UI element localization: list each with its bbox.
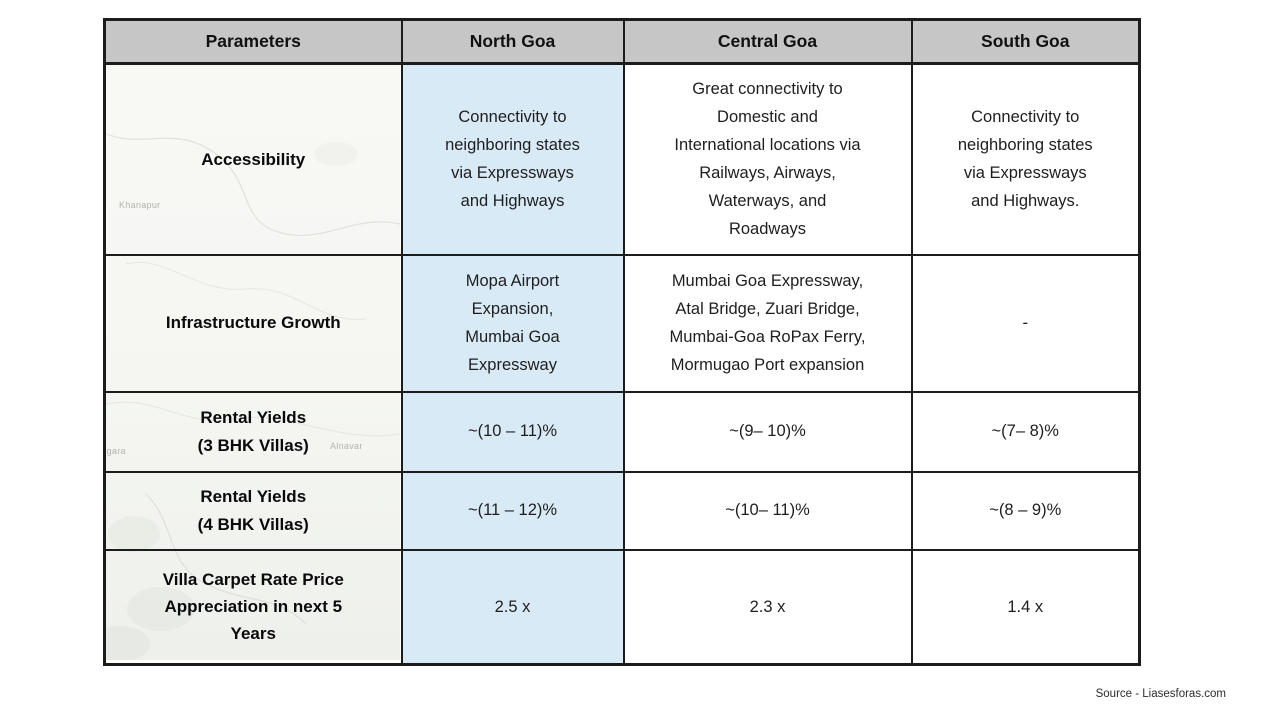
column-header-north-goa: North Goa — [400, 18, 625, 65]
table-row-accessibility: Accessibility Connectivity to neighborin… — [103, 62, 1141, 256]
table-row-rental-yields-3bhk: Rental Yields (3 BHK Villas) ~(10 – 11)%… — [103, 390, 1141, 473]
comparison-table: Khanapur nagara Alnavar Parameters North… — [103, 18, 1141, 666]
table-row-rental-yields-4bhk: Rental Yields (4 BHK Villas) ~(11 – 12)%… — [103, 470, 1141, 551]
cell-rental-4bhk-north-goa: ~(11 – 12)% — [400, 470, 625, 551]
cell-rental-3bhk-north-goa: ~(10 – 11)% — [400, 390, 625, 473]
cell-villa-appreciation-north-goa: 2.5 x — [400, 548, 625, 666]
cell-infrastructure-south-goa: - — [910, 253, 1141, 393]
cell-infrastructure-north-goa: Mopa Airport Expansion, Mumbai Goa Expre… — [400, 253, 625, 393]
row-label-infrastructure-growth: Infrastructure Growth — [103, 253, 403, 393]
cell-accessibility-central-goa: Great connectivity to Domestic and Inter… — [622, 62, 913, 256]
source-credit: Source - Liasesforas.com — [1095, 688, 1226, 700]
column-header-central-goa: Central Goa — [622, 18, 913, 65]
column-header-parameters: Parameters — [103, 18, 403, 65]
goa-comparison-table: Parameters North Goa Central Goa South G… — [103, 18, 1141, 666]
cell-rental-3bhk-central-goa: ~(9– 10)% — [622, 390, 913, 473]
table-row-villa-appreciation: Villa Carpet Rate Price Appreciation in … — [103, 548, 1141, 666]
row-label-rental-yields-4bhk: Rental Yields (4 BHK Villas) — [103, 470, 403, 551]
cell-rental-4bhk-central-goa: ~(10– 11)% — [622, 470, 913, 551]
header-row: Parameters North Goa Central Goa South G… — [103, 18, 1141, 65]
row-label-villa-appreciation: Villa Carpet Rate Price Appreciation in … — [103, 548, 403, 666]
cell-accessibility-north-goa: Connectivity to neighboring states via E… — [400, 62, 625, 256]
cell-villa-appreciation-south-goa: 1.4 x — [910, 548, 1141, 666]
row-label-accessibility: Accessibility — [103, 62, 403, 256]
table-row-infrastructure-growth: Infrastructure Growth Mopa Airport Expan… — [103, 253, 1141, 393]
row-label-rental-yields-3bhk: Rental Yields (3 BHK Villas) — [103, 390, 403, 473]
column-header-south-goa: South Goa — [910, 18, 1141, 65]
cell-infrastructure-central-goa: Mumbai Goa Expressway, Atal Bridge, Zuar… — [622, 253, 913, 393]
cell-accessibility-south-goa: Connectivity to neighboring states via E… — [910, 62, 1141, 256]
cell-rental-3bhk-south-goa: ~(7– 8)% — [910, 390, 1141, 473]
cell-rental-4bhk-south-goa: ~(8 – 9)% — [910, 470, 1141, 551]
cell-villa-appreciation-central-goa: 2.3 x — [622, 548, 913, 666]
